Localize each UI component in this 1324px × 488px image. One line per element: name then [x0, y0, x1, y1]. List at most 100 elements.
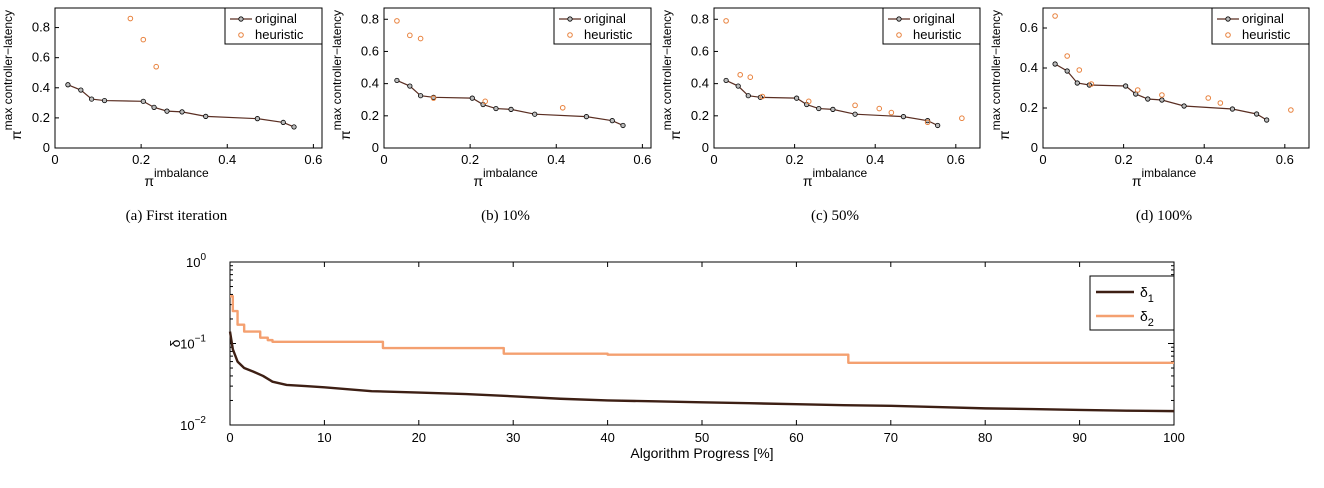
legend-label-delta1: δ1 — [1140, 284, 1154, 305]
plot-frame — [383, 7, 652, 149]
y-axis-label: πmax controller−latency — [660, 10, 683, 140]
x-tick-label: 0.2 — [1115, 152, 1133, 167]
legend-label-original: original — [1242, 11, 1284, 26]
y-tick-label: 0.4 — [1020, 60, 1038, 75]
point-heuristic — [482, 98, 489, 105]
point-original — [935, 122, 941, 129]
y-axis-label: πmax controller−latency — [989, 10, 1012, 140]
legend-box — [882, 7, 981, 45]
point-heuristic — [1288, 107, 1294, 113]
plot-frame — [229, 261, 1175, 426]
point-original — [1229, 106, 1236, 112]
legend-label-heuristic: heuristic — [1242, 27, 1291, 42]
series-line-original — [725, 79, 938, 127]
legend-marker-heuristic — [896, 32, 902, 38]
x-tick-label: 40 — [600, 430, 614, 445]
x-tick-label: 0 — [380, 152, 387, 167]
x-tick-label: 0.4 — [218, 152, 236, 167]
point-original — [816, 105, 822, 112]
x-tick-label: 60 — [789, 430, 803, 445]
y-tick-label: 0 — [372, 140, 379, 155]
y-tick-label: 10−1 — [180, 334, 206, 352]
point-heuristic — [876, 105, 883, 112]
legend-box — [553, 7, 652, 45]
y-tick-label: 0.4 — [32, 80, 50, 95]
y-tick-label: 0.8 — [32, 20, 50, 35]
point-original — [1052, 61, 1058, 67]
point-heuristic — [417, 35, 424, 42]
legend-marker-original — [567, 16, 573, 22]
y-tick-label: 0.4 — [691, 76, 709, 91]
series-line-delta1 — [228, 331, 1175, 413]
x-tick-label: 80 — [978, 430, 992, 445]
point-original — [1181, 103, 1187, 109]
x-axis-label: Algorithm Progress [%] — [630, 445, 773, 461]
subplot-1: 0 0.2 0.4 0.6 0 0.2 0.4 0.6 0.8 πimbalance πmax co… — [1, 7, 323, 224]
point-original — [852, 111, 858, 117]
subplot-caption: (b) 10% — [481, 208, 530, 224]
x-tick-label: 70 — [884, 430, 898, 445]
x-tick-label: 90 — [1072, 430, 1086, 445]
y-tick-label: 0 — [43, 140, 50, 155]
point-original — [609, 118, 615, 124]
point-original — [407, 83, 413, 89]
subplot-group: 0 0.2 0.4 0.6 0 0.2 0.4 0.6 0.8 πimbalance πmax co… — [1, 7, 1310, 224]
bottom-plot-group: 0 10 20 30 40 50 60 70 80 90 100 100 10−1 10−2 Algorit… — [167, 252, 1185, 461]
point-original — [1264, 117, 1270, 123]
point-original — [78, 87, 84, 93]
point-heuristic — [407, 32, 413, 39]
legend-label-heuristic: heuristic — [255, 27, 304, 42]
y-tick-label: 0.2 — [361, 108, 379, 123]
point-original — [65, 82, 71, 88]
point-heuristic — [559, 104, 566, 111]
legend-box — [1211, 7, 1310, 45]
subplot-2: 0 0.2 0.4 0.6 0 0.2 0.4 0.6 0.8 πimbalance πmax co… — [330, 7, 652, 224]
point-original — [254, 116, 261, 122]
x-tick-label: 30 — [506, 430, 520, 445]
point-original — [101, 97, 108, 104]
point-heuristic — [1064, 53, 1070, 59]
series-line-original — [396, 79, 624, 127]
x-tick-label: 0 — [226, 430, 233, 445]
subplot-4: 0 0.2 0.4 0.6 0 0.2 0.4 0.6 πimbalance πmax contr… — [989, 7, 1310, 224]
x-axis-label: πimbalance — [803, 166, 868, 189]
x-tick-label: 100 — [1163, 430, 1185, 445]
x-axis-label: πimbalance — [144, 166, 209, 189]
point-heuristic — [1159, 92, 1165, 98]
legend-label-heuristic: heuristic — [913, 27, 962, 42]
point-heuristic — [1205, 95, 1212, 101]
point-heuristic — [747, 74, 754, 80]
legend-box — [1089, 275, 1175, 331]
subplot-caption: (c) 50% — [811, 208, 859, 224]
y-tick-label: 0.8 — [691, 11, 709, 26]
point-heuristic — [737, 71, 743, 78]
point-original — [291, 124, 297, 130]
y-tick-label: 100 — [186, 252, 206, 270]
x-tick-label: 0.4 — [1195, 152, 1213, 167]
point-heuristic — [1088, 81, 1095, 87]
point-original — [1254, 111, 1260, 117]
point-original — [280, 119, 286, 126]
legend-label-original: original — [584, 11, 626, 26]
point-heuristic — [1134, 87, 1141, 93]
x-tick-label: 0.6 — [1276, 152, 1294, 167]
point-original — [830, 106, 836, 112]
x-tick-label: 0.4 — [866, 152, 884, 167]
x-tick-label: 0.2 — [786, 152, 804, 167]
point-original — [164, 108, 170, 114]
point-heuristic — [805, 98, 812, 105]
y-axis-label: πmax controller−latency — [1, 10, 24, 140]
point-heuristic — [140, 36, 147, 43]
point-heuristic — [1217, 100, 1224, 106]
legend-label-heuristic: heuristic — [584, 27, 633, 42]
y-tick-label: 0.2 — [691, 108, 709, 123]
y-tick-label: 0.2 — [32, 110, 50, 125]
series-line-delta2 — [230, 295, 1174, 364]
point-original — [469, 95, 475, 101]
point-heuristic — [394, 18, 400, 24]
